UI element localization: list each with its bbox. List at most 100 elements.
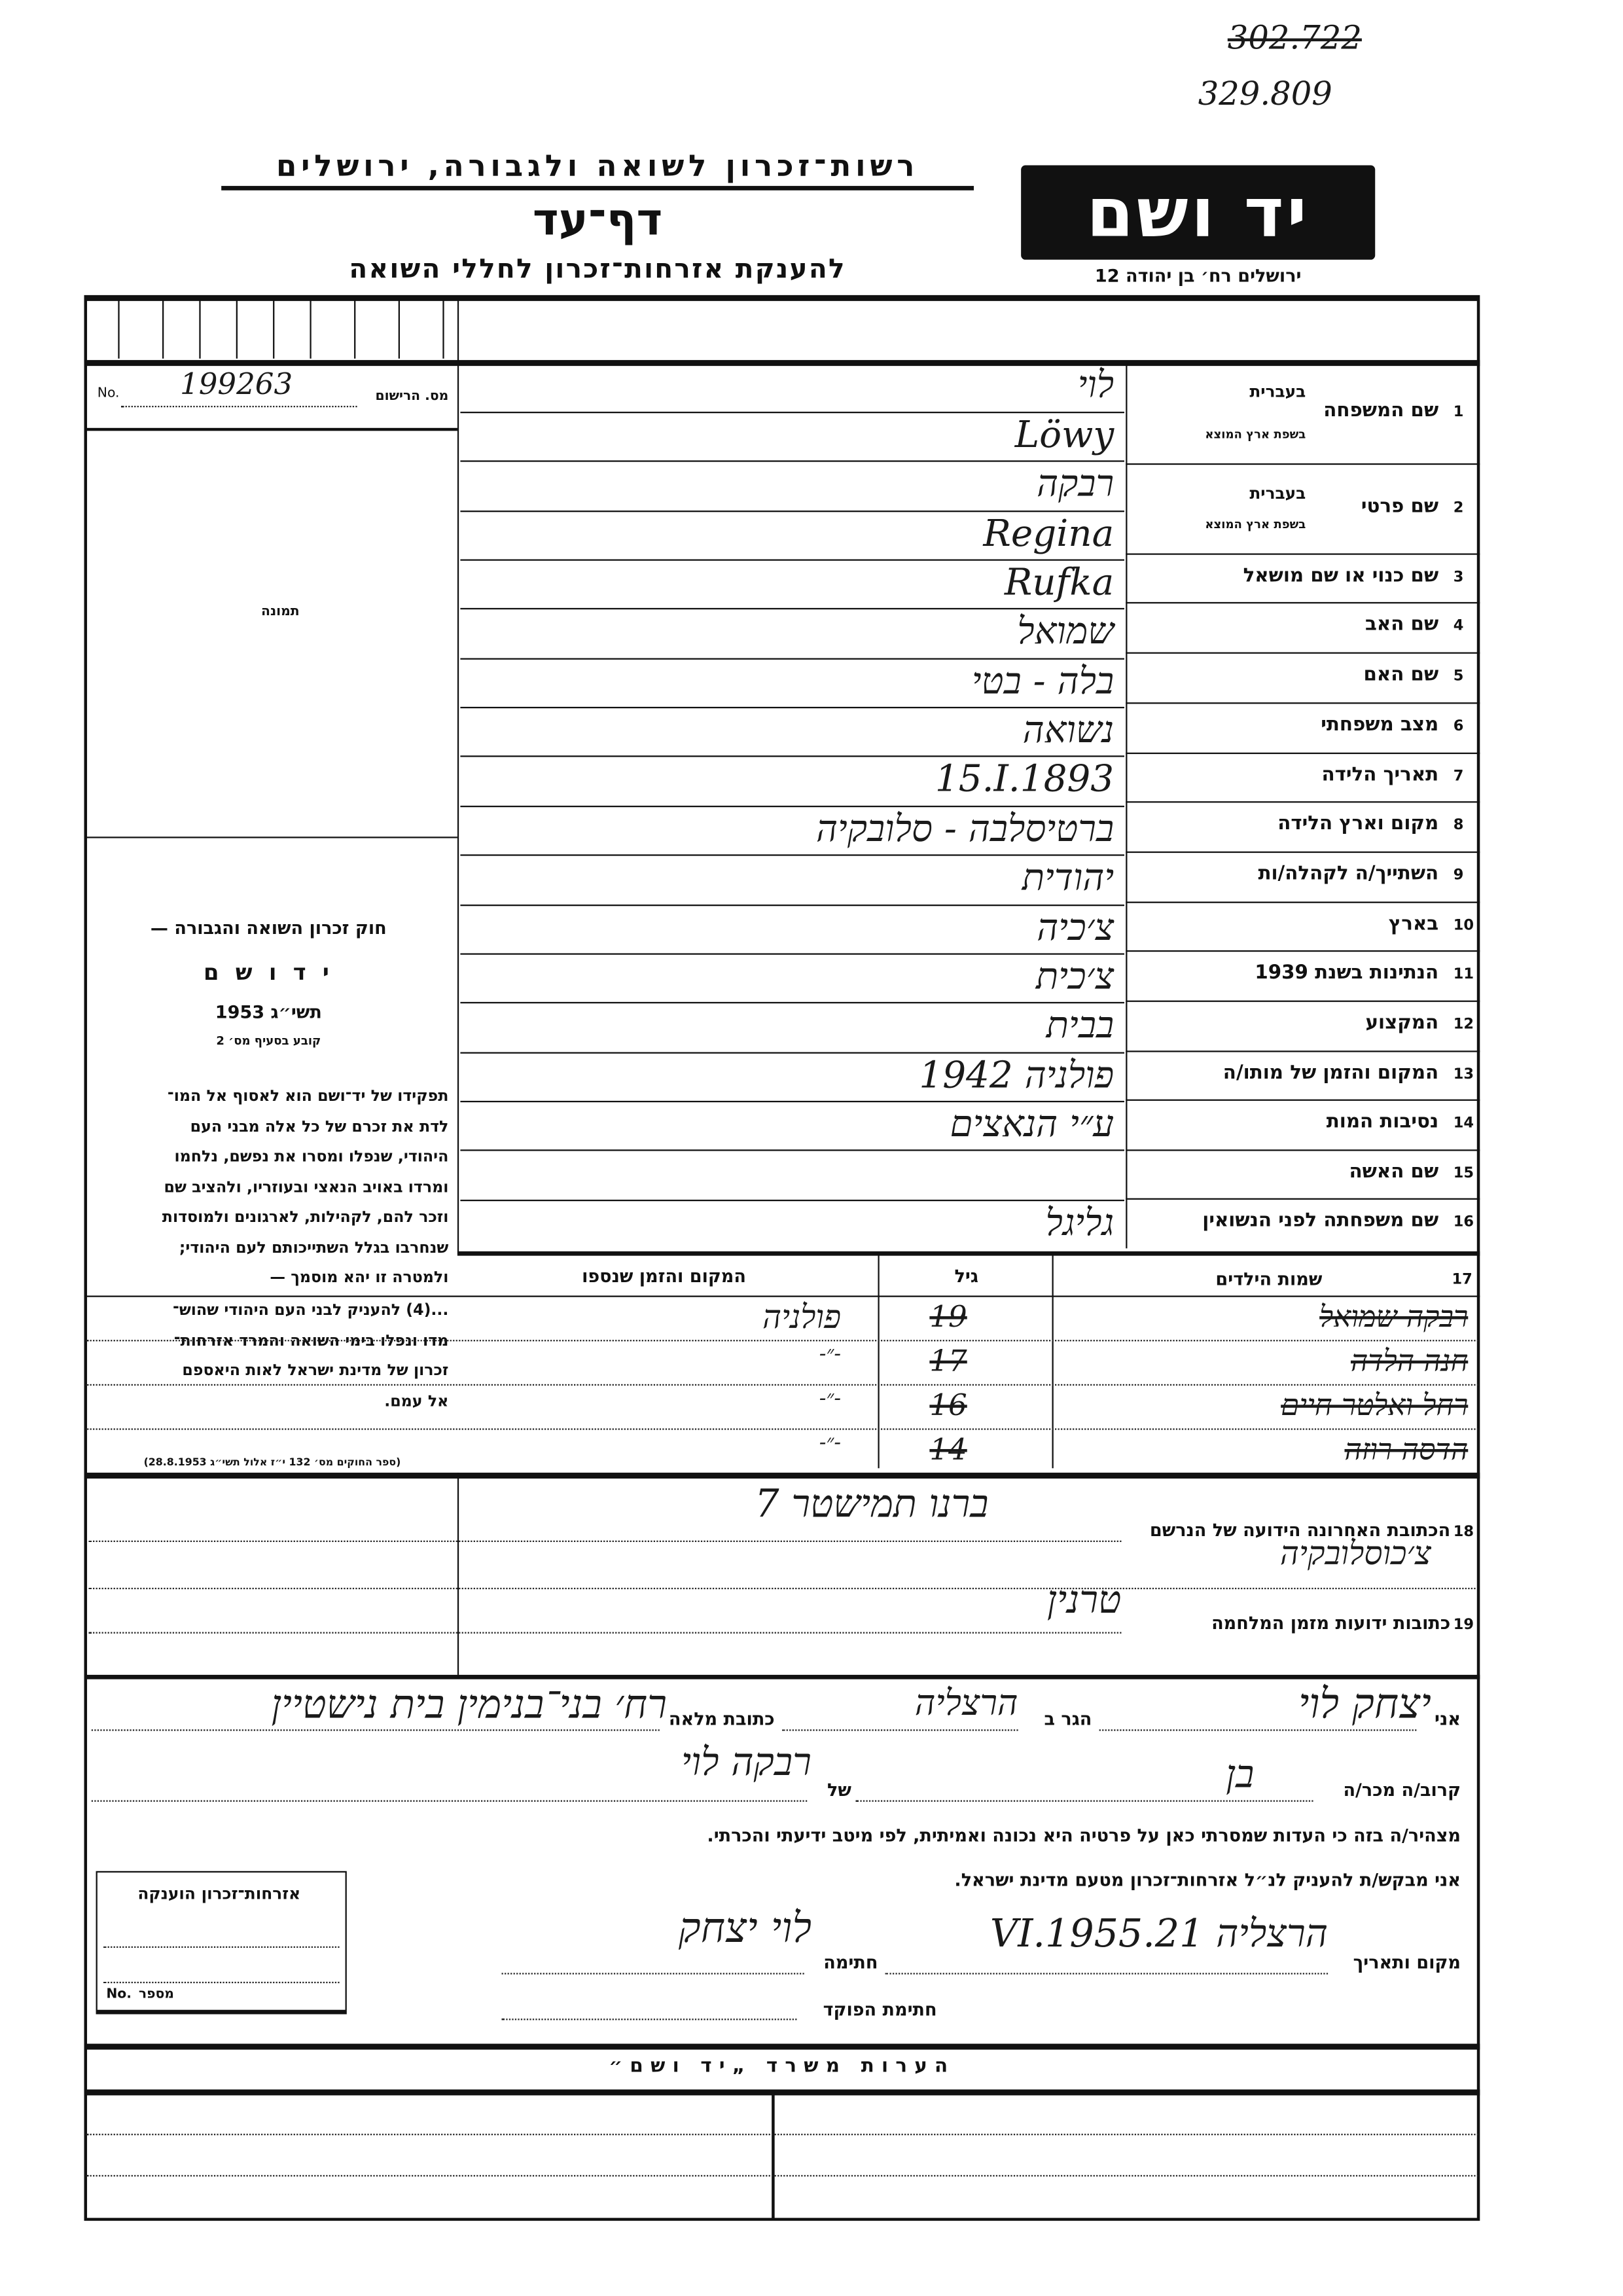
law-line: זכרון של מדינת ישראל לאות היאספם bbox=[182, 1361, 449, 1380]
relation-value: בן bbox=[1226, 1753, 1255, 1798]
field-sublabel-hebrew: בעברית bbox=[1249, 382, 1306, 402]
child-name[interactable]: חנה הלדה bbox=[1350, 1342, 1469, 1378]
granted-number-label: מספר bbox=[138, 1987, 174, 2003]
divider bbox=[88, 1632, 1122, 1634]
declaration-request: אני מבקש/ת להעניק לנ״ל אזרחות־זכרון מטעם… bbox=[954, 1869, 1461, 1891]
divider bbox=[460, 412, 1124, 414]
divider bbox=[460, 805, 1124, 807]
last-address-value-2: צ׳כוסלובקיה bbox=[1279, 1535, 1431, 1573]
field-number: 10 bbox=[1453, 917, 1474, 934]
divider bbox=[460, 854, 1124, 857]
strip-tick bbox=[118, 299, 120, 359]
divider bbox=[103, 1981, 340, 1984]
child-name[interactable]: רבקה שמואל bbox=[1319, 1299, 1469, 1335]
field-sublabel-hebrew: בעברית bbox=[1249, 484, 1306, 503]
field-number: 7 bbox=[1453, 768, 1464, 785]
divider bbox=[1126, 601, 1480, 604]
field-value[interactable]: צ׳כית bbox=[1035, 954, 1115, 997]
divider bbox=[460, 756, 1124, 758]
wartime-address-label: כתובות ידועות מזמן המלחמה bbox=[1211, 1613, 1451, 1634]
divider bbox=[1126, 652, 1480, 654]
field-value[interactable]: Rufka bbox=[1004, 560, 1115, 604]
field-sublabel-origin-language: בשפת ארץ המוצא bbox=[1205, 518, 1306, 531]
field-label: שם המשפחה bbox=[1323, 399, 1439, 422]
citizenship-granted-box: אזרחות־זכרון הוענקה No. מספר bbox=[96, 1871, 347, 2015]
remarks-line[interactable] bbox=[85, 2175, 1479, 2177]
children-place-header: המקום והזמן שנספו bbox=[582, 1266, 746, 1287]
field-label: שם האב bbox=[1364, 613, 1439, 636]
strip-tick bbox=[354, 299, 356, 359]
field-value[interactable]: גליגל bbox=[1045, 1200, 1115, 1244]
field-number: 14 bbox=[1453, 1115, 1474, 1132]
child-place[interactable]: -״- bbox=[819, 1387, 842, 1411]
field-value[interactable]: יהודית bbox=[1022, 856, 1115, 899]
field-value[interactable]: 15.I.1893 bbox=[935, 757, 1115, 801]
divider bbox=[501, 2018, 797, 2020]
divider bbox=[501, 1973, 804, 1975]
law-line: ולמטרה זו יהא מוסמך — bbox=[270, 1268, 449, 1287]
child-place[interactable]: -״- bbox=[819, 1342, 842, 1367]
field-value[interactable]: לוי bbox=[1077, 363, 1115, 406]
field-value[interactable]: רבקה bbox=[1037, 462, 1115, 505]
child-name[interactable]: הדסה רוזה bbox=[1344, 1431, 1469, 1467]
field-value[interactable]: צ׳כיה bbox=[1037, 905, 1115, 948]
divider bbox=[460, 510, 1124, 512]
law-line: שנחרבו בגלל השתייכותם לעם היהודי; bbox=[179, 1238, 449, 1257]
divider bbox=[84, 1295, 1480, 1297]
divider bbox=[84, 360, 1480, 367]
divider bbox=[88, 1540, 1122, 1543]
divider bbox=[84, 2089, 1480, 2096]
field-value[interactable]: פולניה 1942 bbox=[919, 1052, 1115, 1096]
field-number: 1 bbox=[1453, 403, 1464, 420]
field-value[interactable]: בלה - בטי bbox=[971, 659, 1115, 702]
field-number: 19 bbox=[1453, 1617, 1474, 1634]
law-year: תשי״ג 1953 bbox=[215, 1001, 322, 1023]
child-name[interactable]: רחל ואלטר חיים bbox=[1281, 1387, 1469, 1423]
divider bbox=[855, 1800, 1313, 1802]
field-label: שם כנוי או שם מושאל bbox=[1243, 564, 1439, 587]
field-value[interactable]: ברטיסלבה - סלובקיה bbox=[816, 806, 1115, 850]
divider bbox=[1126, 801, 1480, 803]
divider bbox=[1126, 553, 1480, 555]
field-value[interactable]: שמואל bbox=[1017, 610, 1115, 653]
child-place[interactable]: פולניה bbox=[762, 1300, 842, 1337]
field-value[interactable]: בבית bbox=[1046, 1003, 1115, 1047]
field-label: בארץ bbox=[1388, 912, 1439, 935]
divider bbox=[91, 1800, 808, 1802]
child-place[interactable]: -״- bbox=[819, 1431, 842, 1455]
divider bbox=[460, 707, 1124, 709]
law-title: חוק זכרון השואה והגבורה — bbox=[150, 918, 387, 939]
logo-text: יד ושם bbox=[1086, 172, 1310, 253]
field-value[interactable]: Löwy bbox=[1014, 413, 1115, 456]
divider bbox=[460, 559, 1124, 561]
divider bbox=[1126, 463, 1480, 465]
child-age[interactable]: 17 bbox=[929, 1342, 967, 1378]
strip-tick bbox=[398, 299, 400, 359]
signature-value: לוי יצחק bbox=[678, 1903, 812, 1952]
remarks-line[interactable] bbox=[85, 2134, 1479, 2136]
law-line: ומרדו באויב הנאצי ובעוזריו, ולהציב שם bbox=[164, 1178, 449, 1196]
field-number: 5 bbox=[1453, 668, 1464, 685]
child-age[interactable]: 14 bbox=[929, 1431, 967, 1467]
law-line: היהודי, שנפלו ומסרו את נפשם, נלחמו bbox=[174, 1148, 449, 1166]
field-value[interactable]: Regina bbox=[983, 511, 1115, 555]
archive-number-crossed: 302.722 bbox=[1227, 20, 1362, 58]
divider bbox=[84, 1674, 1480, 1679]
field-value[interactable]: ע״י הנאצים bbox=[950, 1102, 1115, 1145]
declarant-name: יצחק לוי bbox=[1298, 1679, 1431, 1729]
child-age[interactable]: 16 bbox=[929, 1387, 967, 1423]
divider bbox=[1126, 851, 1480, 853]
field-label: נסיבות המות bbox=[1326, 1111, 1439, 1134]
last-address-label: הכתובת האחרונה הידועה של הנרשם bbox=[1149, 1520, 1451, 1541]
full-address-label: כתובת מלאה bbox=[668, 1708, 775, 1730]
field-value[interactable]: נשואה bbox=[1022, 708, 1115, 751]
registration-label: מס. הרישום bbox=[375, 389, 449, 404]
field-label: מקום וארץ הלידה bbox=[1277, 813, 1439, 836]
field-number: 11 bbox=[1453, 966, 1474, 983]
child-age[interactable]: 19 bbox=[929, 1299, 967, 1335]
form-title: דף־עד bbox=[532, 194, 663, 247]
field-label: השתייך/ה לקהלה/ות bbox=[1258, 863, 1439, 886]
remarks-title: הערות משרד „יד ושם״ bbox=[609, 2055, 955, 2078]
divider bbox=[1126, 1149, 1480, 1151]
divider bbox=[85, 1428, 1479, 1430]
